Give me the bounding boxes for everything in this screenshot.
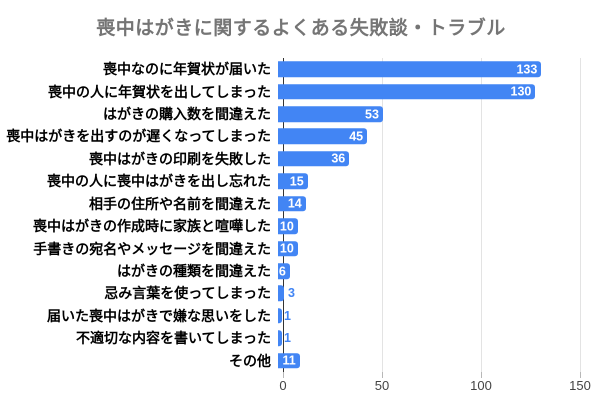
bar: 6 [278, 263, 290, 279]
bar: 14 [278, 195, 306, 212]
bar-track: 130 [277, 80, 602, 102]
bar-track: 1 [277, 327, 602, 349]
bar-track: 14 [277, 193, 602, 215]
category-label: 喪中はがきの印刷を失敗した [89, 150, 271, 167]
bar-track: 133 [277, 58, 602, 80]
bar-value: 14 [287, 196, 302, 211]
category-label: 忌み言葉を使ってしまった [104, 285, 271, 302]
chart-row: 不適切な内容を書いてしまった 1 [0, 327, 602, 349]
chart-row: 喪中の人に喪中はがきを出し忘れた 15 [0, 170, 602, 192]
chart-row: はがきの種類を間違えた 6 [0, 260, 602, 282]
chart-row: 喪中はがきを出すのが遅くなってしまった 45 [0, 125, 602, 147]
bar: 15 [278, 173, 308, 190]
bar-value: 10 [279, 218, 294, 233]
bar-track: 10 [277, 237, 602, 259]
bar [278, 285, 284, 302]
bar: 10 [278, 240, 298, 257]
category-label: その他 [229, 352, 271, 369]
category-label: 喪中の人に喪中はがきを出し忘れた [47, 173, 271, 190]
bar-track: 6 [277, 260, 602, 282]
category-label: 届いた喪中はがきで嫌な思いをした [47, 307, 271, 324]
chart-row: 喪中はがきの印刷を失敗した 36 [0, 148, 602, 170]
bar [278, 330, 282, 347]
bar-value: 1 [283, 308, 291, 323]
category-label: 喪中なのに年賀状が届いた [103, 61, 271, 78]
bar-value: 53 [365, 106, 379, 121]
category-label: 喪中はがきの作成時に家族と喧嘩した [33, 218, 271, 235]
category-label: 喪中はがきを出すのが遅くなってしまった [6, 128, 271, 145]
bar-track: 36 [277, 148, 602, 170]
y-axis-line [283, 58, 284, 377]
gridline [580, 58, 581, 373]
chart-row: 喪中の人に年賀状を出してしまった 130 [0, 80, 602, 102]
chart-row: その他 11 [0, 349, 602, 371]
bar-track: 3 [277, 282, 602, 304]
category-label: 相手の住所や名前を間違えた [89, 195, 271, 212]
chart-row: 喪中なのに年賀状が届いた 133 [0, 58, 602, 80]
bar: 130 [278, 83, 536, 100]
x-axis-label: 0 [279, 378, 287, 393]
bar-value: 6 [278, 263, 286, 278]
category-label: 喪中の人に年賀状を出してしまった [47, 83, 271, 100]
bar-value: 10 [279, 241, 294, 256]
bar: 53 [278, 106, 383, 122]
bar-track: 11 [277, 349, 602, 371]
bar-track: 1 [277, 305, 602, 327]
x-axis-label: 150 [569, 378, 591, 393]
x-axis-label: 50 [374, 378, 390, 393]
bar-track: 53 [277, 103, 602, 125]
chart-title: 喪中はがきに関するよくある失敗談・トラブル [96, 18, 506, 39]
chart-row: 相手の住所や名前を間違えた 14 [0, 193, 602, 215]
chart-rows: 喪中なのに年賀状が届いた 133 喪中の人に年賀状を出してしまった 130 はがきの購入… [0, 58, 602, 372]
x-axis-label: 100 [470, 378, 492, 393]
bar-value: 11 [282, 353, 296, 368]
bar-value: 36 [331, 151, 346, 166]
bar-value: 133 [516, 61, 538, 76]
gridline [382, 58, 383, 373]
axis-tick [580, 372, 581, 378]
bar-value: 1 [283, 331, 291, 346]
bar: 133 [278, 61, 542, 77]
bar-value: 3 [287, 286, 295, 301]
category-label: 不適切な内容を書いてしまった [75, 330, 271, 347]
category-label: はがきの種類を間違えた [117, 263, 271, 279]
category-label: はがきの購入数を間違えた [103, 106, 271, 123]
gridline [481, 58, 482, 373]
chart-row: はがきの購入数を間違えた 53 [0, 103, 602, 125]
chart-row: 届いた喪中はがきで嫌な思いをした 1 [0, 305, 602, 327]
category-label: 手書きの宛名やメッセージを間違えた [33, 240, 271, 257]
bar: 45 [278, 128, 368, 145]
axis-tick [382, 372, 383, 378]
axis-tick [283, 372, 284, 378]
chart-row: 手書きの宛名やメッセージを間違えた 10 [0, 237, 602, 259]
bar: 11 [278, 352, 300, 369]
bar: 10 [278, 218, 298, 234]
bar: 36 [278, 151, 350, 167]
bar-value: 15 [289, 174, 304, 189]
chart-row: 忌み言葉を使ってしまった 3 [0, 282, 602, 304]
bar-track: 10 [277, 215, 602, 237]
bar-track: 45 [277, 125, 602, 147]
axis-tick [481, 372, 482, 378]
bar [278, 308, 282, 324]
bar-value: 45 [349, 129, 364, 144]
bar-track: 15 [277, 170, 602, 192]
bar-value: 130 [510, 84, 532, 99]
chart-row: 喪中はがきの作成時に家族と喧嘩した 10 [0, 215, 602, 237]
